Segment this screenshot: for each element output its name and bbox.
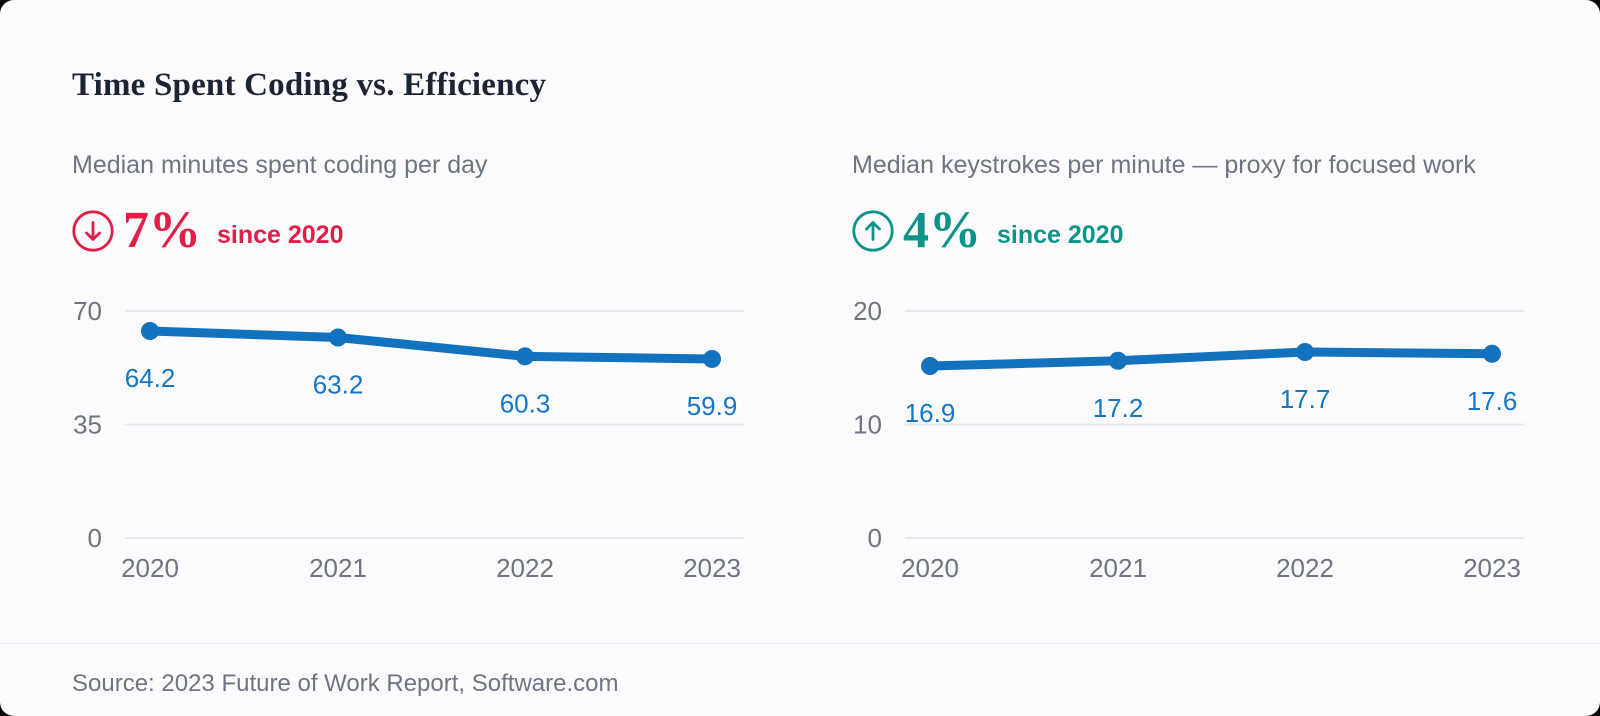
x-tick-label: 2021 <box>1089 553 1147 583</box>
value-label: 59.9 <box>687 391 738 421</box>
chart-subtitle: Median minutes spent coding per day <box>72 151 488 179</box>
value-label: 17.7 <box>1280 384 1331 414</box>
footer: Source: 2023 Future of Work Report, Soft… <box>0 643 1600 699</box>
stat-keystrokes: 4% since 2020 <box>852 202 1528 259</box>
data-point <box>1296 343 1314 361</box>
x-tick-label: 2020 <box>901 553 959 583</box>
value-label: 63.2 <box>313 370 364 400</box>
value-label: 60.3 <box>500 388 551 418</box>
x-tick-label: 2022 <box>1276 553 1334 583</box>
value-label: 17.6 <box>1467 386 1518 416</box>
data-point <box>329 328 347 347</box>
trend-down-icon <box>72 210 114 252</box>
x-tick-label: 2023 <box>1463 553 1521 583</box>
data-point <box>141 322 159 340</box>
y-tick-label: 0 <box>88 523 102 553</box>
data-point <box>921 357 939 375</box>
value-label: 16.9 <box>905 398 956 428</box>
y-tick-label: 70 <box>73 296 102 326</box>
y-tick-label: 20 <box>853 296 882 326</box>
x-tick-label: 2020 <box>121 553 179 583</box>
y-tick-label: 0 <box>868 523 882 553</box>
chart-subtitle: Median keystrokes per minute — proxy for… <box>852 151 1476 179</box>
stat-minutes-coding: 7% since 2020 <box>72 202 748 259</box>
trend-up-icon <box>852 210 894 252</box>
series-line <box>925 347 1497 371</box>
series-line <box>145 326 717 364</box>
data-point <box>1109 351 1127 370</box>
y-tick-label: 10 <box>853 410 882 440</box>
stat-value: 4% <box>903 202 981 259</box>
y-tick-label: 35 <box>73 410 102 440</box>
stat-value: 7% <box>123 202 201 259</box>
panel-minutes-coding: Median minutes spent coding per day 7% s… <box>72 150 748 590</box>
data-point <box>1483 344 1501 363</box>
value-label: 17.2 <box>1093 393 1144 423</box>
stat-caption: since 2020 <box>997 220 1124 249</box>
data-point <box>703 349 721 368</box>
x-tick-label: 2023 <box>683 553 741 583</box>
data-point <box>516 347 534 366</box>
page-title: Time Spent Coding vs. Efficiency <box>72 67 547 103</box>
source-text: Source: 2023 Future of Work Report, Soft… <box>72 670 619 697</box>
x-tick-label: 2021 <box>309 553 367 583</box>
stat-caption: since 2020 <box>217 220 344 249</box>
charts-grid: Median minutes spent coding per day 7% s… <box>72 150 1528 590</box>
panel-keystrokes: Median keystrokes per minute — proxy for… <box>852 150 1528 590</box>
x-tick-label: 2022 <box>496 553 554 583</box>
value-label: 64.2 <box>125 363 176 393</box>
chart-minutes-coding: 0 35 70 2020 2021 2022 2023 64.2 63.2 60.3 59.9 <box>73 296 744 583</box>
